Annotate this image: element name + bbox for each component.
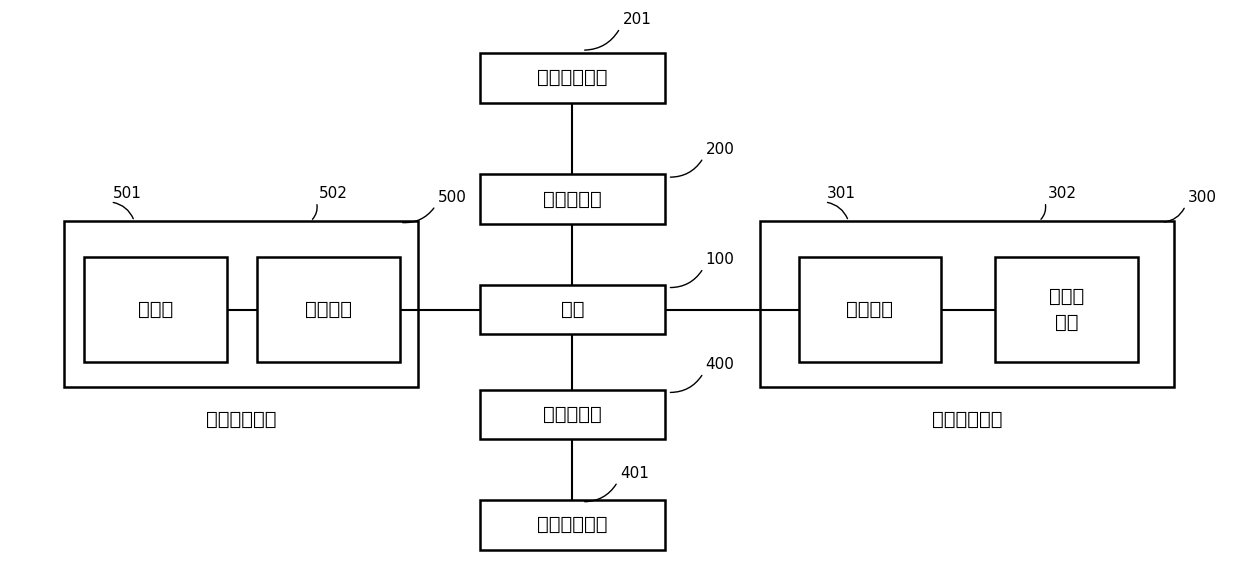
Bar [257,257,399,362]
Bar [480,174,665,224]
Bar [84,257,227,362]
Text: 301: 301 [827,186,856,201]
Text: 401: 401 [620,466,649,481]
Text: 500: 500 [438,190,466,205]
Text: 501: 501 [113,186,141,201]
Text: 302: 302 [1048,186,1076,201]
Text: 语音播放系统: 语音播放系统 [206,410,277,429]
Text: 201: 201 [622,12,651,27]
Text: 第二录音设备: 第二录音设备 [537,515,608,534]
Bar [480,500,665,550]
Bar [64,221,418,387]
Text: 噪声数据库: 噪声数据库 [543,190,601,209]
Text: 第二功放: 第二功放 [305,300,352,319]
Text: 300: 300 [1188,190,1216,205]
Text: 400: 400 [706,357,734,372]
Bar [480,390,665,439]
Bar [799,257,941,362]
Bar [480,53,665,102]
Bar [994,257,1138,362]
Text: 100: 100 [706,252,734,267]
Text: 502: 502 [319,186,347,201]
Text: 人工头: 人工头 [138,300,174,319]
Text: 第一功放: 第一功放 [847,300,894,319]
Text: 200: 200 [706,141,734,156]
Text: 语料数据库: 语料数据库 [543,405,601,424]
Bar [760,221,1173,387]
Text: 噪声模拟系统: 噪声模拟系统 [931,410,1002,429]
Text: 主机: 主机 [560,300,584,319]
Text: 第一录音设备: 第一录音设备 [537,68,608,87]
Bar [480,285,665,335]
Text: 扬声器
阵列: 扬声器 阵列 [1049,287,1084,332]
